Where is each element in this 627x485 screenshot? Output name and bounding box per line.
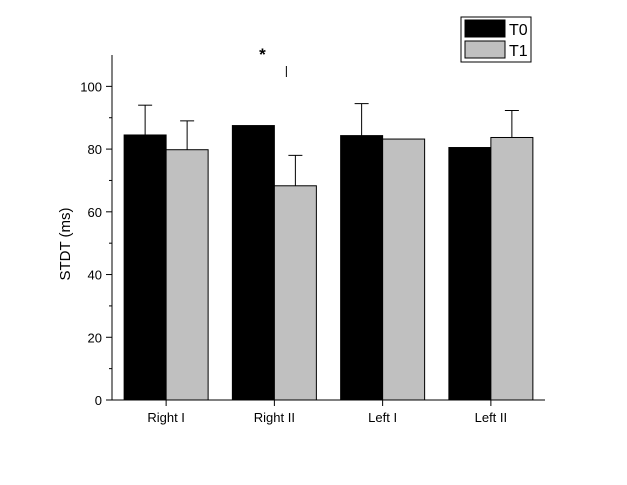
x-tick-label: Right I — [147, 410, 185, 425]
bar-t0-1 — [231, 125, 275, 401]
legend-swatch-t1 — [464, 40, 506, 59]
bar-t1-1 — [273, 185, 317, 401]
y-tick-label: 60 — [88, 205, 102, 220]
x-tick-label: Left I — [368, 410, 397, 425]
legend-swatch-t0 — [464, 19, 506, 38]
x-tick-label: Right II — [254, 410, 295, 425]
bar-t0-2 — [340, 135, 384, 401]
significance-marker: * — [259, 45, 266, 64]
bar-t1-2 — [382, 138, 426, 401]
y-tick-label: 40 — [88, 268, 102, 283]
legend-label-t0: T0 — [509, 22, 528, 39]
legend-label-t1: T1 — [509, 43, 528, 60]
y-tick-label: 0 — [95, 393, 102, 408]
plot-area: 0 20 40 60 80 100 Right I Right II Left I Left II… — [80, 16, 545, 425]
bar-t1-0 — [165, 149, 209, 401]
bar-t1-3 — [490, 136, 534, 401]
y-tick-label: 80 — [88, 142, 102, 157]
y-axis-title: STDT (ms) — [57, 207, 74, 280]
y-tick-label: 100 — [80, 79, 102, 94]
y-tick-label: 20 — [88, 330, 102, 345]
x-tick-label: Left II — [475, 410, 508, 425]
bar-t0-3 — [448, 147, 492, 401]
bar-t0-0 — [123, 134, 167, 401]
